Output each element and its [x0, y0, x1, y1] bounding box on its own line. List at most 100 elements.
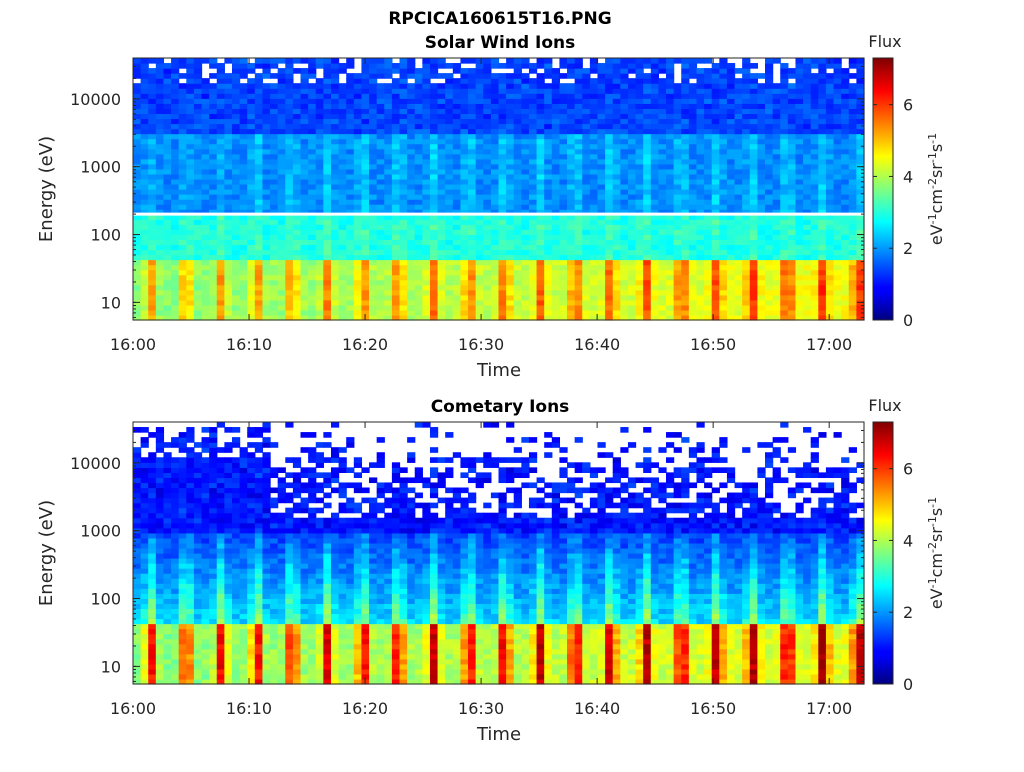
- heatmap-cell: [316, 113, 324, 119]
- heatmap-cell: [384, 204, 392, 210]
- heatmap-cell: [323, 300, 331, 306]
- heatmap-cell: [803, 184, 811, 190]
- heatmap-cell: [331, 63, 339, 69]
- heatmap-cell: [445, 174, 453, 180]
- heatmap-cell: [438, 73, 446, 79]
- heatmap-cell: [476, 184, 484, 190]
- heatmap-cell: [141, 78, 149, 84]
- heatmap-cell: [567, 224, 575, 230]
- heatmap-cell: [735, 260, 743, 266]
- heatmap-cell: [232, 244, 240, 250]
- heatmap-cell: [240, 189, 248, 195]
- heatmap-cell: [331, 179, 339, 185]
- heatmap-cell: [361, 290, 369, 296]
- heatmap-cell: [658, 249, 666, 255]
- heatmap-cell: [719, 310, 727, 316]
- heatmap-cell: [818, 199, 826, 205]
- heatmap-cell: [727, 164, 735, 170]
- heatmap-cell: [339, 260, 347, 266]
- heatmap-cell: [141, 270, 149, 276]
- heatmap-cell: [537, 270, 545, 276]
- heatmap-cell: [575, 260, 583, 266]
- heatmap-cell: [163, 154, 171, 160]
- heatmap-cell: [491, 108, 499, 114]
- heatmap-cell: [369, 255, 377, 261]
- heatmap-cell: [620, 184, 628, 190]
- heatmap-cell: [148, 234, 156, 240]
- heatmap-cell: [765, 275, 773, 281]
- heatmap-cell: [643, 234, 651, 240]
- heatmap-cell: [247, 134, 255, 140]
- heatmap-cell: [605, 280, 613, 286]
- heatmap-cell: [704, 144, 712, 150]
- heatmap-cell: [795, 224, 803, 230]
- heatmap-cell: [742, 108, 750, 114]
- heatmap-cell: [521, 169, 529, 175]
- heatmap-cell: [453, 129, 461, 135]
- heatmap-cell: [696, 310, 704, 316]
- heatmap-cell: [605, 93, 613, 99]
- heatmap-cell: [750, 124, 758, 130]
- heatmap-cell: [301, 159, 309, 165]
- heatmap-cell: [232, 280, 240, 286]
- heatmap-cell: [331, 88, 339, 94]
- heatmap-cell: [262, 249, 270, 255]
- heatmap-cell: [407, 58, 415, 64]
- heatmap-cell: [681, 260, 689, 266]
- heatmap-cell: [674, 234, 682, 240]
- heatmap-cell: [361, 189, 369, 195]
- heatmap-cell: [590, 280, 598, 286]
- heatmap-cell: [811, 144, 819, 150]
- heatmap-cell: [141, 310, 149, 316]
- heatmap-cell: [780, 63, 788, 69]
- heatmap-cell: [567, 73, 575, 79]
- heatmap-cell: [438, 285, 446, 291]
- heatmap-cell: [209, 83, 217, 89]
- heatmap-cell: [179, 103, 187, 109]
- heatmap-cell: [148, 154, 156, 160]
- heatmap-cell: [202, 58, 210, 64]
- heatmap-cell: [278, 305, 286, 311]
- heatmap-cell: [171, 113, 179, 119]
- heatmap-cell: [521, 199, 529, 205]
- heatmap-cell: [651, 73, 659, 79]
- heatmap-cell: [361, 118, 369, 124]
- heatmap-cell: [849, 63, 857, 69]
- heatmap-cell: [651, 285, 659, 291]
- heatmap-cell: [247, 219, 255, 225]
- heatmap-cell: [613, 229, 621, 235]
- heatmap-cell: [339, 194, 347, 200]
- heatmap-cell: [339, 98, 347, 104]
- heatmap-cell: [308, 270, 316, 276]
- heatmap-cell: [217, 139, 225, 145]
- heatmap-cell: [750, 300, 758, 306]
- heatmap-cell: [308, 159, 316, 165]
- heatmap-cell: [476, 310, 484, 316]
- heatmap-cell: [148, 290, 156, 296]
- heatmap-cell: [308, 239, 316, 245]
- heatmap-cell: [194, 300, 202, 306]
- heatmap-cell: [232, 310, 240, 316]
- heatmap-cell: [247, 93, 255, 99]
- heatmap-cell: [658, 194, 666, 200]
- heatmap-cell: [559, 179, 567, 185]
- heatmap-cell: [202, 249, 210, 255]
- heatmap-cell: [780, 194, 788, 200]
- heatmap-cell: [605, 179, 613, 185]
- heatmap-cell: [780, 239, 788, 245]
- heatmap-cell: [209, 169, 217, 175]
- heatmap-cell: [773, 295, 781, 301]
- heatmap-cell: [605, 139, 613, 145]
- heatmap-cell: [757, 154, 765, 160]
- heatmap-cell: [476, 58, 484, 64]
- heatmap-cell: [301, 113, 309, 119]
- heatmap-cell: [658, 219, 666, 225]
- heatmap-cell: [742, 179, 750, 185]
- heatmap-cell: [788, 310, 796, 316]
- heatmap-cell: [719, 93, 727, 99]
- heatmap-cell: [742, 255, 750, 261]
- heatmap-cell: [643, 108, 651, 114]
- heatmap-cell: [818, 219, 826, 225]
- heatmap-cell: [141, 164, 149, 170]
- heatmap-cell: [742, 300, 750, 306]
